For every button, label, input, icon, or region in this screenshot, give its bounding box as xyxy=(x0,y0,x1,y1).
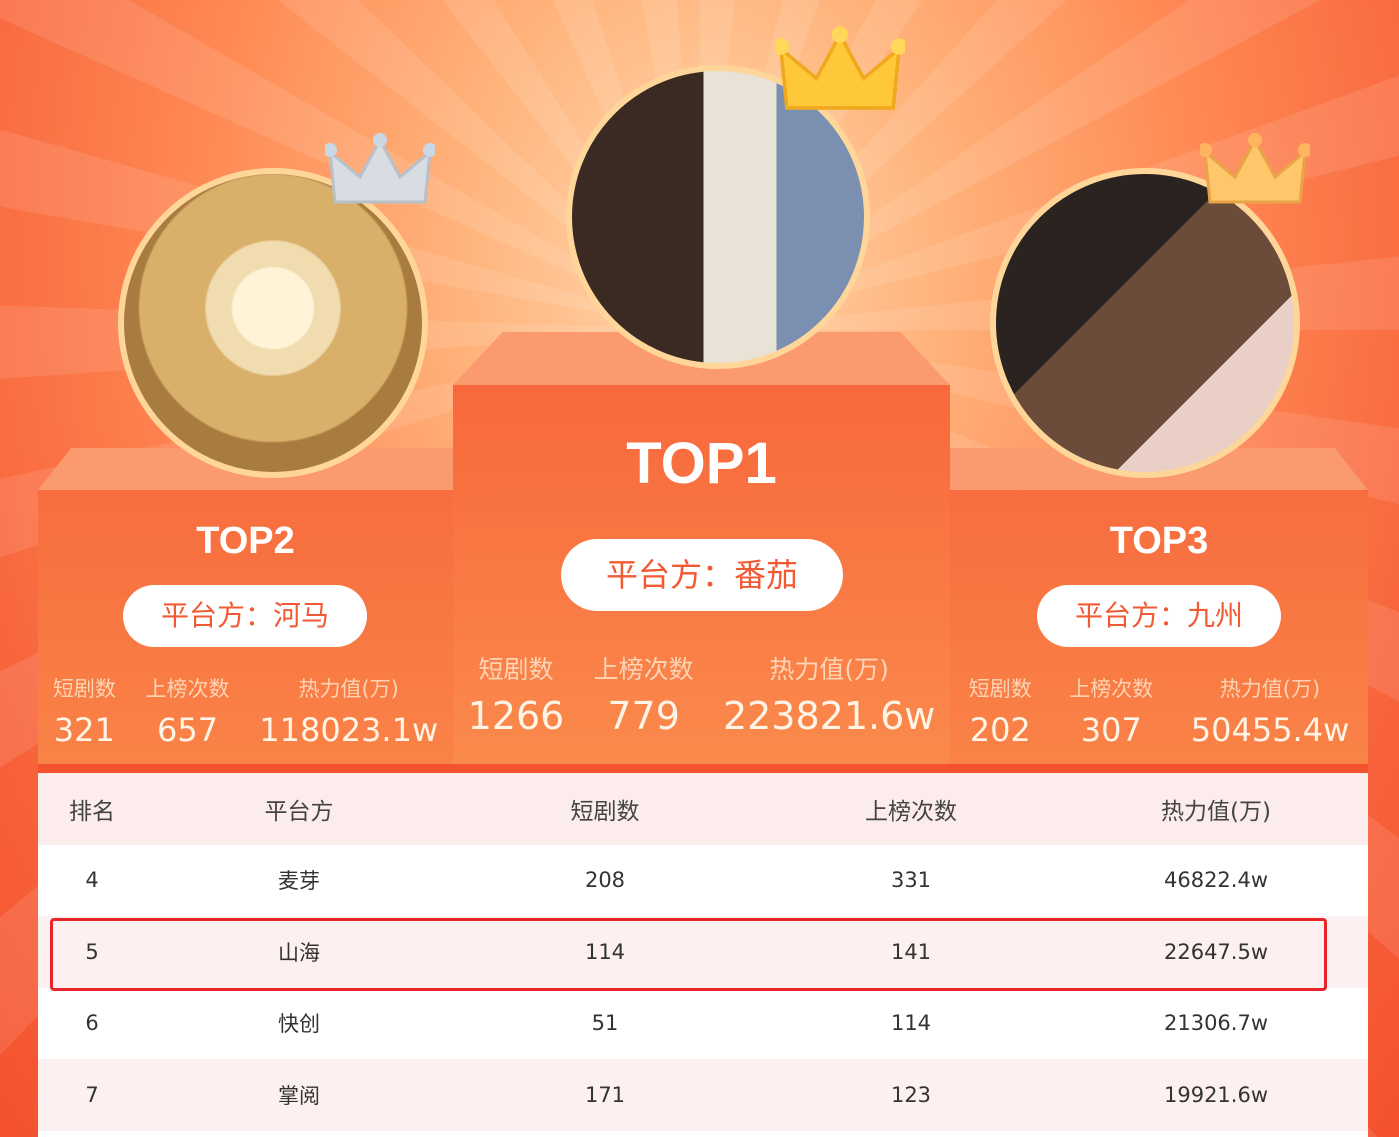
ranking-table: 排名 平台方 短剧数 上榜次数 热力值(万) 4 麦芽 208 331 4682… xyxy=(38,773,1368,1137)
top2-poster-image[interactable] xyxy=(118,168,428,478)
cell-chart-times: 123 xyxy=(890,1082,932,1107)
stat-label: 上榜次数 xyxy=(1069,677,1154,701)
header-drama-count: 短剧数 xyxy=(570,798,640,825)
rank-label: TOP2 xyxy=(196,520,295,562)
stat-label: 上榜次数 xyxy=(145,677,230,701)
cell-platform: 麦芽 xyxy=(278,869,320,894)
table-row[interactable]: 5 山海 114 141 22647.5w xyxy=(38,916,1368,988)
stat-label: 热力值(万) xyxy=(769,655,889,684)
stats: 短剧数 1266 上榜次数 779 热力值(万) 223821.6w xyxy=(453,650,950,738)
cell-drama-count: 208 xyxy=(584,868,626,893)
platform-pill: 平台方：番茄 xyxy=(561,539,843,611)
top3-poster-image[interactable] xyxy=(990,168,1300,478)
stats: 短剧数 321 上榜次数 657 热力值(万) 118023.1w xyxy=(38,673,453,749)
cell-heat: 46822.4w xyxy=(1163,868,1268,893)
platform-pill: 平台方：河马 xyxy=(123,585,367,647)
header-heat: 热力值(万) xyxy=(1161,798,1271,825)
highlight-box-rank-5 xyxy=(50,918,1327,991)
cell-platform: 山海 xyxy=(278,940,320,965)
stat-value: 657 xyxy=(157,711,219,749)
cell-heat: 21306.7w xyxy=(1163,1011,1268,1036)
top1-poster-image[interactable] xyxy=(566,65,870,369)
stat-value: 307 xyxy=(1080,711,1142,749)
divider xyxy=(38,764,1368,773)
stat-label: 热力值(万) xyxy=(1219,677,1321,701)
cell-platform: 快创 xyxy=(278,1012,320,1037)
podium-top3: TOP3 平台方：九州 短剧数 202 上榜次数 307 热力值(万) 50455.4… xyxy=(950,490,1368,767)
podium-top1: TOP1 平台方：番茄 短剧数 1266 上榜次数 779 热力值(万) 223821… xyxy=(453,385,950,767)
header-chart-times: 上榜次数 xyxy=(865,798,957,825)
rank-label: TOP3 xyxy=(1109,520,1209,562)
stat-label: 短剧数 xyxy=(968,677,1032,701)
table-row[interactable]: 6 快创 51 114 21306.7w xyxy=(38,988,1368,1060)
stat-value: 1266 xyxy=(467,694,565,738)
stat-label: 热力值(万) xyxy=(298,677,399,701)
cell-rank: 7 xyxy=(85,1082,99,1107)
cell-drama-count: 171 xyxy=(584,1082,626,1107)
stat-label: 上榜次数 xyxy=(593,655,694,684)
podium-top2: TOP2 平台方：河马 短剧数 321 上榜次数 657 热力值(万) 118023.… xyxy=(38,490,453,767)
cell-platform: 掌阅 xyxy=(278,1083,320,1108)
cell-chart-times: 114 xyxy=(890,1011,932,1036)
stat-value: 50455.4w xyxy=(1190,711,1350,749)
stat-label: 短剧数 xyxy=(52,677,116,701)
rank-label: TOP1 xyxy=(626,431,777,496)
stat-value: 223821.6w xyxy=(722,694,936,738)
stat-value: 118023.1w xyxy=(259,711,439,749)
stat-value: 202 xyxy=(969,711,1031,749)
stat-value: 321 xyxy=(53,711,115,749)
table-row[interactable]: 7 掌阅 171 123 19921.6w xyxy=(38,1059,1368,1131)
table-row[interactable]: 4 麦芽 208 331 46822.4w xyxy=(38,845,1368,917)
cell-heat: 19921.6w xyxy=(1163,1082,1268,1107)
table-header: 排名 平台方 短剧数 上榜次数 热力值(万) xyxy=(38,773,1368,845)
stats: 短剧数 202 上榜次数 307 热力值(万) 50455.4w xyxy=(950,673,1368,749)
cell-rank: 5 xyxy=(85,939,99,964)
gold-crown-icon xyxy=(775,26,905,110)
platform-pill: 平台方：九州 xyxy=(1037,585,1281,647)
cell-drama-count: 114 xyxy=(584,939,626,964)
stat-label: 短剧数 xyxy=(478,655,554,684)
header-platform: 平台方 xyxy=(264,798,334,825)
cell-heat: 22647.5w xyxy=(1163,939,1268,964)
header-rank: 排名 xyxy=(69,798,115,825)
bronze-crown-icon xyxy=(1200,133,1310,204)
cell-rank: 6 xyxy=(85,1011,99,1036)
cell-chart-times: 141 xyxy=(890,939,932,964)
stat-value: 779 xyxy=(607,694,680,738)
silver-crown-icon xyxy=(325,133,435,204)
cell-drama-count: 51 xyxy=(591,1011,619,1036)
cell-rank: 4 xyxy=(85,868,99,893)
cell-chart-times: 331 xyxy=(890,868,932,893)
